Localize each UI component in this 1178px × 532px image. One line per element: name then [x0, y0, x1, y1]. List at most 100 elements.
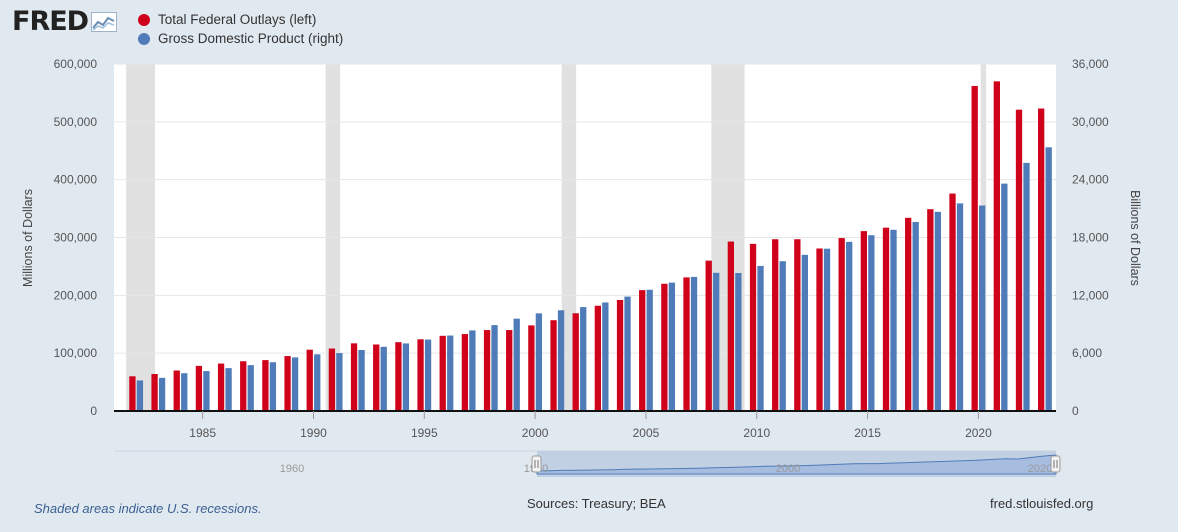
bar-gdp: [1001, 183, 1008, 411]
bar-gdp: [491, 325, 498, 411]
source-url[interactable]: fred.stlouisfed.org: [990, 496, 1094, 511]
legend-label-outlays: Total Federal Outlays (left): [158, 12, 317, 27]
bar-gdp: [713, 272, 720, 411]
navigator-handle-left[interactable]: [531, 455, 542, 473]
navigator-series-area: [536, 454, 1057, 475]
bar-outlays: [350, 343, 358, 411]
bar-gdp: [358, 349, 365, 411]
bar-gdp: [424, 339, 432, 411]
navigator-handle-right[interactable]: [1050, 455, 1061, 473]
bar-outlays: [373, 344, 380, 411]
bar-gdp: [402, 343, 410, 411]
bar-outlays: [749, 243, 757, 411]
bar-outlays: [705, 260, 712, 411]
bar-gdp: [336, 353, 343, 411]
bar-gdp: [1045, 147, 1052, 411]
bar-outlays: [949, 193, 956, 411]
legend-label-gdp: Gross Domestic Product (right): [158, 31, 344, 46]
y-tick-label-left: 0: [90, 404, 97, 418]
y-tick-label-left: 300,000: [54, 231, 98, 245]
legend-marker-outlays: [138, 13, 150, 26]
bar-gdp: [269, 362, 277, 411]
y-ticks-left: 0 100,000 200,000 300,000 400,000 500,000 600,…: [54, 57, 98, 418]
bar-gdp: [291, 357, 299, 411]
bars: [129, 81, 1052, 412]
bar-outlays: [616, 299, 624, 411]
bar-outlays: [860, 231, 867, 411]
bar-gdp: [646, 289, 653, 411]
bar-outlays: [594, 305, 602, 411]
bar-gdp: [314, 354, 321, 411]
bar-gdp: [934, 211, 941, 411]
navigator[interactable]: 1960198020002020: [114, 450, 1061, 477]
chart: 0 100,000 200,000 300,000 400,000 500,000 600,…: [21, 57, 1142, 477]
bar-gdp: [801, 254, 809, 411]
bar-outlays: [328, 348, 336, 411]
navigator-label: 2000: [776, 463, 800, 475]
bar-outlays: [882, 227, 890, 411]
bar-outlays: [262, 360, 269, 411]
y-tick-label-right: 36,000: [1072, 57, 1109, 71]
y-axis-label-right: Billions of Dollars: [1128, 190, 1142, 286]
bar-gdp: [979, 205, 986, 411]
bar-gdp: [513, 318, 520, 411]
bar-outlays: [151, 373, 158, 411]
bar-outlays: [506, 330, 513, 411]
y-tick-label-left: 500,000: [54, 115, 98, 129]
bar-gdp: [868, 235, 875, 411]
legend-item-gdp[interactable]: Gross Domestic Product (right): [138, 29, 343, 48]
bar-gdp: [225, 368, 232, 411]
bar-gdp: [823, 248, 831, 411]
bar-outlays: [461, 334, 469, 411]
bar-gdp: [580, 307, 587, 411]
recession-note: Shaded areas indicate U.S. recessions.: [34, 501, 262, 516]
y-axis-label-left: Millions of Dollars: [21, 189, 35, 287]
bar-outlays: [993, 81, 1000, 411]
bar-outlays: [905, 217, 912, 411]
x-ticks: 1985 1990 1995 2000 2005 2010 2015 2020: [189, 411, 992, 440]
bar-gdp: [846, 241, 853, 411]
bar-outlays: [1015, 109, 1023, 412]
y-tick-label-left: 100,000: [54, 346, 98, 360]
x-tick-label: 1995: [411, 426, 438, 440]
navigator-labels: 1960198020002020: [280, 463, 1052, 475]
bar-gdp: [247, 365, 254, 411]
bar-outlays: [483, 330, 491, 411]
bar-outlays: [528, 325, 535, 411]
x-tick-label: 1985: [189, 426, 216, 440]
x-tick-label: 1990: [300, 426, 327, 440]
bar-gdp: [557, 310, 565, 411]
y-ticks-right: 0 6,000 12,000 18,000 24,000 30,000 36,000: [1072, 57, 1109, 418]
x-tick-label: 2015: [854, 426, 881, 440]
bar-outlays: [195, 365, 203, 411]
bar-gdp: [136, 380, 144, 411]
bar-gdp: [912, 221, 919, 411]
y-tick-label-right: 30,000: [1072, 115, 1109, 129]
bar-outlays: [284, 356, 291, 411]
bar-gdp: [757, 265, 764, 411]
bar-outlays: [727, 241, 735, 411]
bar-gdp: [158, 377, 166, 411]
bar-outlays: [217, 363, 225, 411]
graph-icon: [91, 11, 118, 32]
bar-gdp: [956, 203, 964, 411]
sources-text: Sources: Treasury; BEA: [527, 496, 666, 511]
bar-outlays: [1038, 108, 1045, 411]
bar-outlays: [550, 320, 557, 411]
bar-gdp: [203, 371, 210, 411]
x-tick-label: 2000: [522, 426, 549, 440]
bar-outlays: [572, 313, 579, 411]
bar-gdp: [380, 346, 387, 411]
logo-text: FRED: [12, 6, 89, 37]
y-tick-label-left: 200,000: [54, 288, 98, 302]
bar-gdp: [469, 330, 476, 411]
bar-outlays: [129, 376, 136, 411]
fred-logo[interactable]: FRED: [12, 6, 118, 37]
legend: Total Federal Outlays (left) Gross Domes…: [138, 10, 343, 48]
legend-marker-gdp: [138, 32, 150, 45]
bar-outlays: [683, 277, 690, 411]
legend-item-outlays[interactable]: Total Federal Outlays (left): [138, 10, 343, 29]
bar-gdp: [1023, 162, 1030, 411]
bar-outlays: [240, 361, 247, 411]
x-tick-label: 2005: [633, 426, 660, 440]
